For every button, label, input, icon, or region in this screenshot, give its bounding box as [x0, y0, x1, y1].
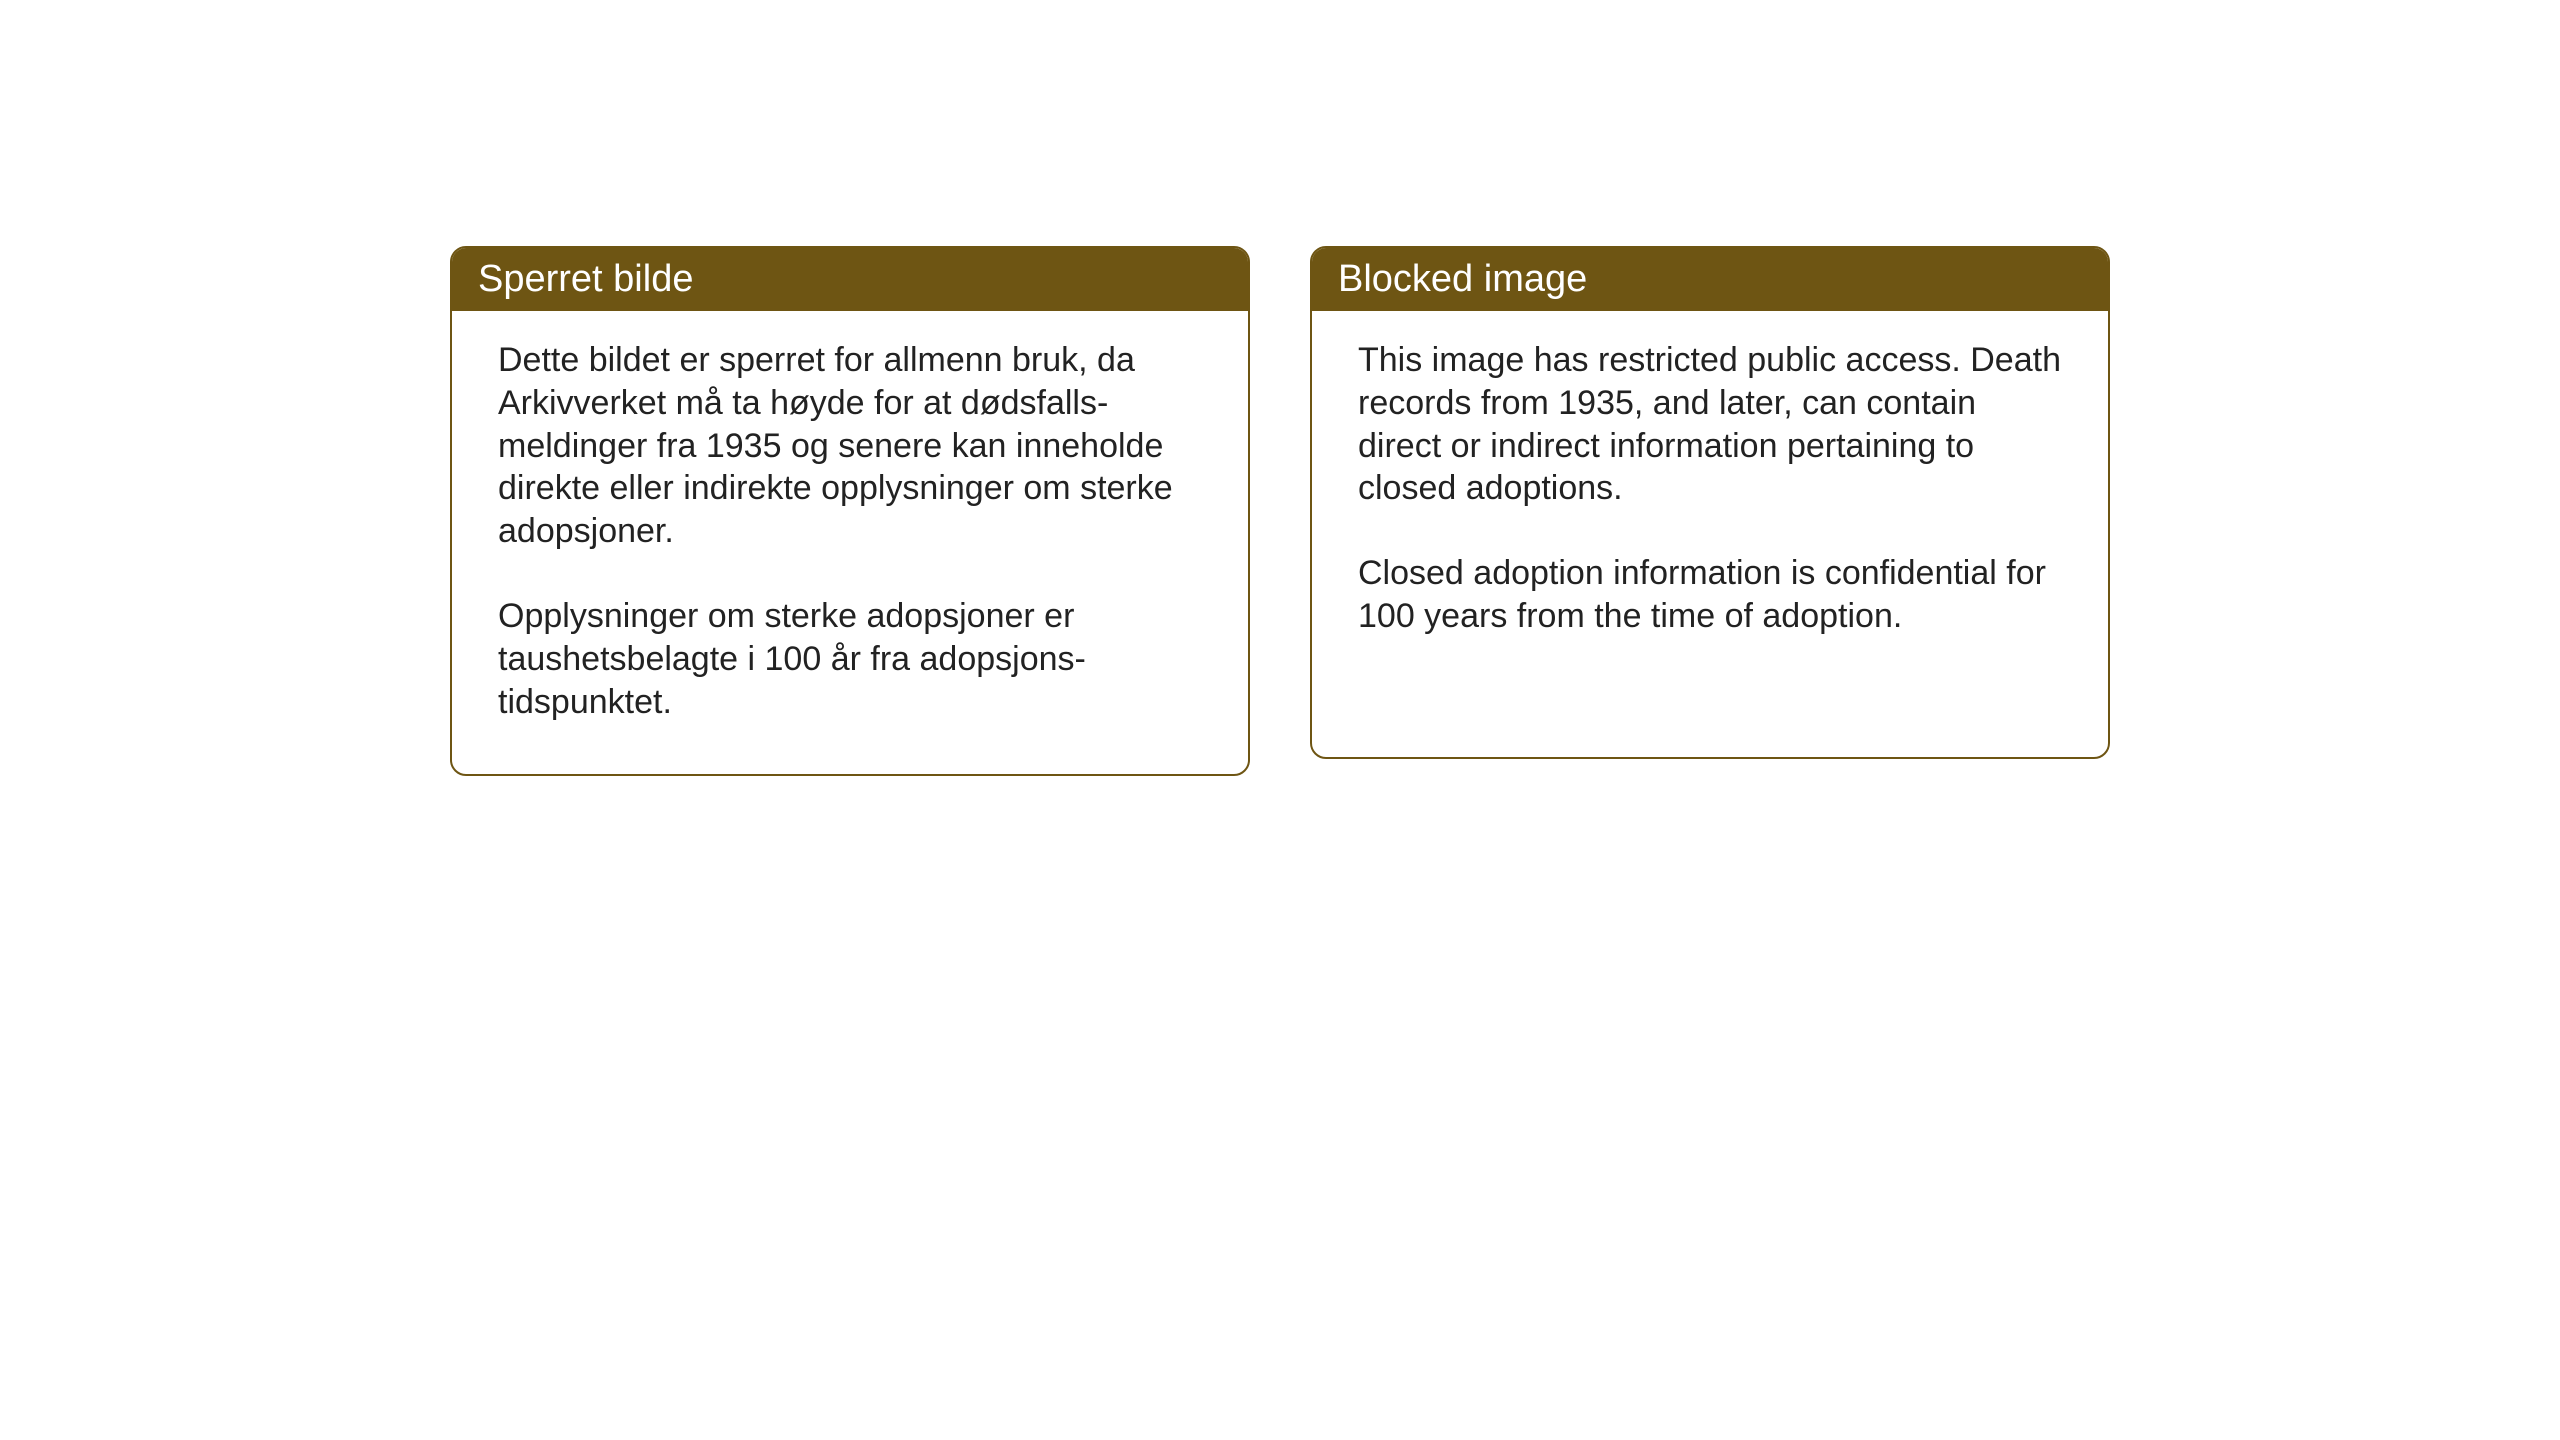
card-para2-english: Closed adoption information is confident…	[1358, 552, 2068, 638]
card-header-norwegian: Sperret bilde	[452, 248, 1248, 311]
card-para1-norwegian: Dette bildet er sperret for allmenn bruk…	[498, 339, 1208, 553]
card-norwegian: Sperret bilde Dette bildet er sperret fo…	[450, 246, 1250, 776]
card-body-english: This image has restricted public access.…	[1312, 311, 2108, 688]
card-container: Sperret bilde Dette bildet er sperret fo…	[450, 246, 2110, 776]
card-title-norwegian: Sperret bilde	[478, 258, 693, 300]
card-para1-english: This image has restricted public access.…	[1358, 339, 2068, 510]
card-title-english: Blocked image	[1338, 258, 1587, 300]
card-para2-norwegian: Opplysninger om sterke adopsjoner er tau…	[498, 595, 1208, 723]
card-header-english: Blocked image	[1312, 248, 2108, 311]
card-body-norwegian: Dette bildet er sperret for allmenn bruk…	[452, 311, 1248, 774]
card-english: Blocked image This image has restricted …	[1310, 246, 2110, 759]
